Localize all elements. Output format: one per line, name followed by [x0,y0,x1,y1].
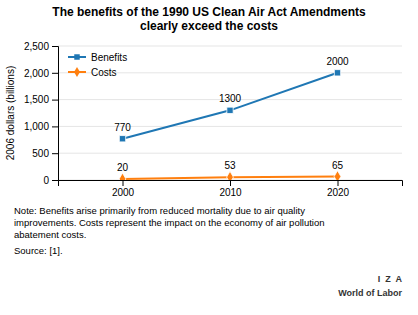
y-tick: 1,000 [24,121,58,132]
data-label: 1300 [219,93,242,104]
tick-mark [52,100,58,101]
y-tick: 0 [43,175,58,186]
tick-mark [123,180,124,186]
grid-line [58,126,402,127]
tick-label: 500 [32,148,49,159]
data-label: 20 [117,162,129,173]
marker [227,171,234,180]
data-label: 2000 [326,56,349,67]
grid-line [58,46,402,47]
legend-item: Costs [68,67,117,78]
annotation: improvements. Costs represent the impact… [14,217,325,228]
annotation: abatement costs. [14,229,86,240]
legend-item: Benefits [68,52,127,63]
tick-mark [230,180,231,186]
x-tick: 2010 [219,180,242,198]
marker [334,70,340,76]
tick-mark [52,180,58,181]
x-axis: 2000 2010 2020 [59,180,403,198]
data-labels: 770 1300 2000 20 53 65 [114,56,349,173]
tick-mark [52,73,58,74]
y-tick: 1,500 [24,94,58,105]
marker [227,107,233,113]
y-tick: 500 [32,148,58,159]
tick-label: 1,000 [24,121,49,132]
marker [119,136,125,142]
x-tick: 2020 [327,180,350,198]
marks [119,70,341,180]
tick-label: 0 [43,175,49,186]
data-label: 53 [224,160,236,171]
grid [58,46,402,180]
marker [119,173,126,180]
plot: 0 500 1,000 1,500 2,000 2,500 2000 2010 2020 770 1… [24,41,403,198]
data-label: 770 [114,122,131,133]
legend-label: Costs [91,67,117,78]
tick-mark [52,153,58,154]
data-label: 65 [332,160,344,171]
y-tick: 2,000 [24,68,58,79]
annotation: World of Labor [338,288,402,298]
legend-label: Benefits [91,52,127,63]
axis-title: 2006 dollars (billions) [5,66,16,161]
annotation: I Z A [378,274,403,284]
axis-domain [59,181,403,187]
legend-marker [74,67,80,77]
tick-mark [52,126,58,127]
axis-domain [52,47,59,181]
tick-mark [338,180,339,186]
tick-label: 2020 [327,187,350,198]
grid-line [58,153,402,154]
legend: Benefits Costs [68,52,127,78]
marker [334,171,341,180]
tick-label: 1,500 [24,94,49,105]
annotation: Note: Benefits arise primarily from redu… [14,205,305,216]
title: The benefits of the 1990 US Clean Air Ac… [52,5,366,33]
chart: The benefits of the 1990 US Clean Air Ac… [0,0,418,315]
legend-marker [74,54,79,59]
y-axis: 0 500 1,000 1,500 2,000 2,500 [24,41,59,186]
tick-label: 2010 [219,187,242,198]
y-tick: 2,500 [24,41,58,52]
tick-label: 2,500 [24,41,49,52]
tick-label: 2,000 [24,68,49,79]
annotation: Source: [1]. [14,245,63,256]
tick-label: 2000 [112,187,135,198]
tick-mark [52,46,58,47]
x-tick: 2000 [112,180,135,198]
line [123,73,338,139]
